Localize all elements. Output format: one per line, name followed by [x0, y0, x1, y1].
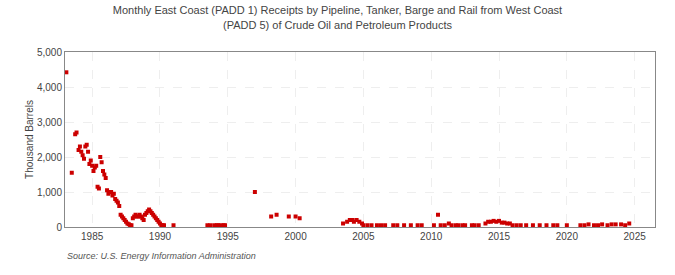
svg-text:1990: 1990: [149, 231, 172, 242]
svg-text:1,000: 1,000: [37, 187, 62, 198]
svg-text:2025: 2025: [624, 231, 647, 242]
svg-text:2020: 2020: [556, 231, 579, 242]
svg-text:Monthly East Coast (PADD 1) Re: Monthly East Coast (PADD 1) Receipts by …: [113, 4, 562, 30]
svg-text:3,000: 3,000: [37, 117, 62, 128]
svg-text:4,000: 4,000: [37, 82, 62, 93]
svg-text:Source: U.S. Energy Informatio: Source: U.S. Energy Information Administ…: [67, 251, 256, 261]
svg-text:2,000: 2,000: [37, 152, 62, 163]
svg-text:2015: 2015: [488, 231, 511, 242]
svg-text:1985: 1985: [81, 231, 104, 242]
svg-text:Thousand Barrels: Thousand Barrels: [24, 100, 35, 179]
svg-text:2005: 2005: [352, 231, 375, 242]
svg-text:2010: 2010: [420, 231, 443, 242]
svg-text:2000: 2000: [284, 231, 307, 242]
svg-text:0: 0: [56, 222, 62, 233]
svg-text:1995: 1995: [217, 231, 240, 242]
svg-text:5,000: 5,000: [37, 47, 62, 58]
